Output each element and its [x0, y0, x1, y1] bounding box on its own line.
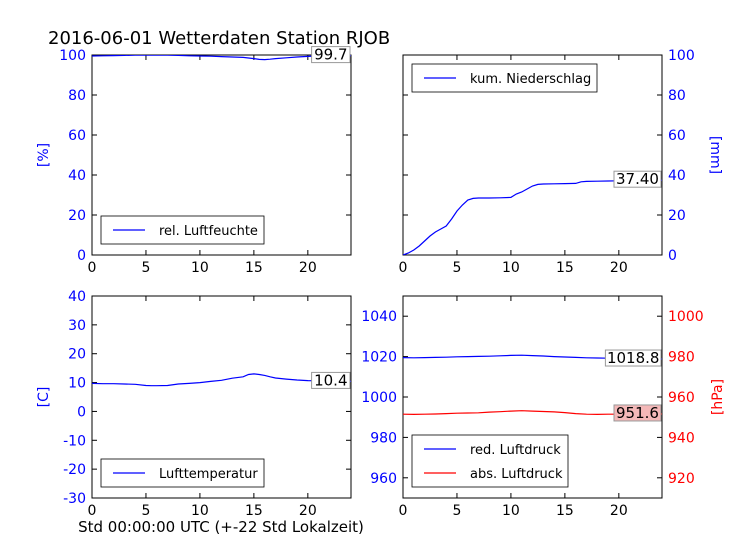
y-axis-label-right: [hPa] [710, 379, 726, 415]
footer-x-label: Std 00:00:00 UTC (+-22 Std Lokalzeit) [78, 518, 364, 536]
plot-frame [91, 54, 352, 256]
y-tick-label: 60 [68, 128, 86, 144]
y-tick-label: 20 [68, 208, 86, 224]
y-right-tick-label: 960 [668, 390, 695, 406]
last-value-label: 951.6 [616, 404, 659, 422]
x-tick-label: 10 [191, 503, 209, 519]
last-value-box [311, 46, 351, 64]
y-tick-label: -10 [63, 433, 86, 449]
y-tick-label: 0 [668, 248, 677, 264]
y-tick-label: 20 [668, 208, 686, 224]
last-value-box [604, 349, 662, 367]
y-tick-label: 100 [668, 48, 695, 64]
figure-title: 2016-06-01 Wetterdaten Station RJOB [48, 28, 390, 49]
plot-frame [91, 295, 352, 499]
x-tick-label: 15 [245, 260, 263, 276]
last-value-label: 1018.8 [607, 349, 660, 367]
last-value-label: 10.4 [314, 371, 347, 389]
y-tick-label: -20 [63, 462, 86, 478]
y-right-tick-label: 940 [668, 430, 695, 446]
y-tick-label: -30 [63, 491, 86, 507]
x-tick-label: 15 [556, 503, 574, 519]
x-tick-label: 0 [88, 503, 97, 519]
x-tick-label: 10 [502, 503, 520, 519]
y-axis-label: [%] [36, 143, 52, 167]
last-value-box [613, 404, 662, 422]
x-tick-label: 0 [88, 260, 97, 276]
x-tick-label: 20 [610, 260, 628, 276]
y-tick-label: 0 [77, 248, 86, 264]
chart-panel-top-left: 0 5 10 15 20 0 20 40 60 80 100 [%] 99.7 rel. Luftfeuc… [36, 46, 352, 276]
x-tick-label: 0 [399, 503, 408, 519]
plot-frame [402, 54, 663, 256]
y-tick-label: 1040 [361, 309, 397, 325]
y-tick-label: 1020 [361, 350, 397, 366]
y-tick-label: 1000 [361, 390, 397, 406]
x-tick-label: 5 [141, 503, 150, 519]
x-tick-label: 5 [452, 503, 461, 519]
y-tick-label: 60 [668, 128, 686, 144]
y-tick-label: 100 [59, 48, 86, 64]
x-tick-label: 15 [556, 260, 574, 276]
x-tick-label: 15 [245, 503, 263, 519]
x-tick-label: 5 [452, 260, 461, 276]
legend-entry: red. Luftdruck [470, 443, 561, 458]
legend-entry: Lufttemperatur [159, 467, 258, 482]
y-tick-label: 80 [68, 88, 86, 104]
y-right-tick-label: 920 [668, 471, 695, 487]
y-tick-label: 0 [77, 404, 86, 420]
y-tick-label: 10 [68, 376, 86, 392]
legend-entry: kum. Niederschlag [470, 72, 591, 87]
chart-panel-top-right: 0 5 10 15 20 0 20 40 60 80 100 [mm] 37.40 kum. Nieder… [399, 48, 723, 276]
x-tick-label: 0 [399, 260, 408, 276]
y-tick-label: 980 [370, 430, 397, 446]
chart-panel-bottom-right: 0 5 10 15 20 960 980 1000 1020 1040 920 940 960 980 10… [361, 295, 726, 519]
legend-entry: abs. Luftdruck [470, 467, 563, 482]
y-tick-label: 20 [68, 347, 86, 363]
x-tick-label: 5 [141, 260, 150, 276]
y-tick-label: 960 [370, 471, 397, 487]
x-tick-label: 10 [502, 260, 520, 276]
legend-box [411, 434, 569, 488]
x-tick-label: 20 [299, 503, 317, 519]
x-tick-label: 10 [191, 260, 209, 276]
series-line-kum-niederschlag [403, 179, 662, 255]
y-axis-label: [mm] [707, 136, 723, 174]
last-value-label: 37.40 [616, 170, 659, 188]
y-tick-label: 40 [668, 168, 686, 184]
y-tick-label: 80 [668, 88, 686, 104]
y-tick-label: 40 [68, 289, 86, 305]
y-right-tick-label: 980 [668, 350, 695, 366]
y-tick-label: 30 [68, 318, 86, 334]
y-tick-label: 40 [68, 168, 86, 184]
last-value-label: 99.7 [314, 46, 347, 64]
series-line-lufttemperatur [92, 373, 351, 387]
y-axis-label: [C] [36, 387, 52, 408]
last-value-box [311, 371, 351, 389]
y-right-tick-label: 1000 [668, 309, 704, 325]
chart-panel-bottom-left: 0 5 10 15 20 -30 -20 -10 0 10 20 30 40 [C] 10.4 Lufttem… [36, 289, 352, 519]
x-tick-label: 20 [610, 503, 628, 519]
series-line-rel-luftfeuchte [92, 55, 351, 61]
legend-entry: rel. Luftfeuchte [159, 224, 258, 239]
last-value-box [613, 170, 662, 188]
x-tick-label: 20 [299, 260, 317, 276]
